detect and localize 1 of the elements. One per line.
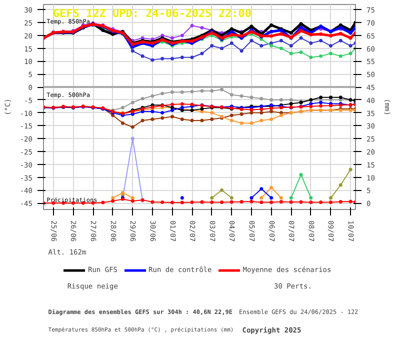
- annotation: GEFS 12Z UPD: 24-06-2025 22:00: [52, 7, 252, 20]
